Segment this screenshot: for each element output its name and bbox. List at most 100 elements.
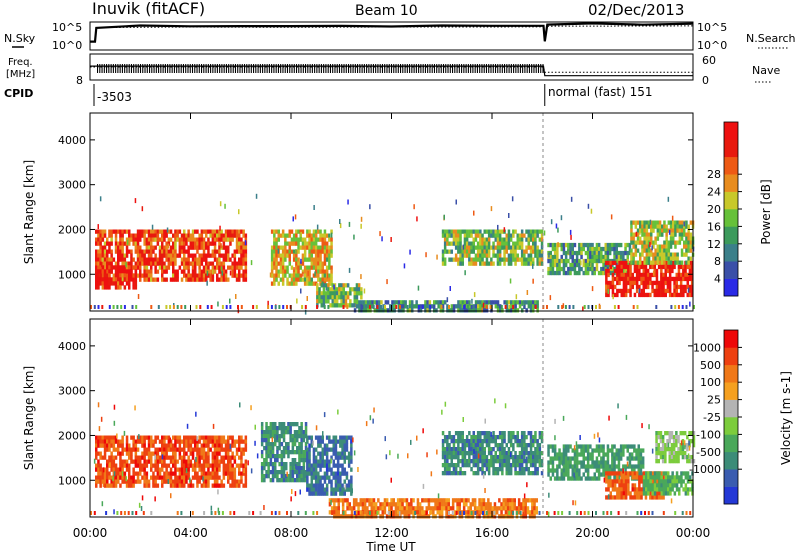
heatmap-cell — [380, 305, 383, 309]
heatmap-cell — [454, 447, 458, 452]
heatmap-cell — [174, 277, 177, 282]
heatmap-cell — [134, 233, 138, 238]
heatmap-cell — [547, 258, 550, 264]
heatmap-cell — [321, 487, 324, 492]
heatmap-cell — [497, 300, 499, 306]
heatmap-cell — [362, 300, 366, 305]
heatmap-cell — [672, 240, 675, 245]
heatmap-cell — [409, 249, 411, 255]
heatmap-cell — [526, 510, 530, 515]
heatmap-cell — [200, 471, 204, 476]
heatmap-cell — [674, 244, 677, 249]
heatmap-cell — [108, 233, 111, 238]
heatmap-cell — [472, 304, 476, 309]
heatmap-cell — [121, 245, 124, 250]
heatmap-cell — [194, 447, 197, 452]
heatmap-cell — [267, 426, 270, 431]
heatmap-cell — [686, 264, 689, 270]
heatmap-cell — [123, 447, 127, 452]
heatmap-cell — [269, 454, 273, 459]
heatmap-cell — [562, 250, 566, 256]
heatmap-cell — [101, 467, 105, 472]
heatmap-cell — [452, 467, 456, 472]
heatmap-cell — [660, 288, 663, 294]
heatmap-cell — [454, 257, 458, 262]
heatmap-cell — [121, 443, 124, 448]
heatmap-cell — [490, 439, 493, 444]
heatmap-cell — [286, 233, 289, 238]
heatmap-cell — [174, 459, 177, 464]
nave-series-line — [90, 66, 693, 73]
heatmap-cell — [130, 269, 133, 274]
heatmap-cell — [341, 451, 344, 456]
heatmap-cell — [635, 276, 639, 282]
heatmap-cell — [285, 426, 288, 431]
heatmap-cell — [504, 498, 508, 503]
heatmap-cell — [667, 248, 671, 253]
heatmap-cell — [238, 269, 241, 274]
heatmap-cell — [218, 233, 221, 238]
heatmap-cell — [240, 229, 243, 234]
heatmap-cell — [688, 292, 692, 298]
nave-ytick-top: 60 — [702, 54, 716, 67]
heatmap-cell — [134, 439, 138, 444]
heatmap-cell — [569, 246, 572, 252]
heatmap-cell — [383, 506, 387, 511]
heatmap-cell — [509, 502, 512, 507]
heatmap-cell — [343, 435, 346, 440]
heatmap-cell — [260, 470, 264, 475]
heatmap-cell — [279, 233, 283, 238]
heatmap-cell — [556, 250, 559, 256]
heatmap-cell — [662, 264, 665, 270]
heatmap-cell — [293, 462, 297, 467]
heatmap-cell — [314, 463, 318, 468]
heatmap-cell — [680, 232, 684, 237]
heatmap-cell — [638, 288, 641, 294]
heatmap-cell — [503, 249, 506, 254]
heatmap-cell — [117, 277, 120, 282]
heatmap-cell — [690, 260, 694, 266]
heatmap-cell — [673, 292, 676, 298]
heatmap-cell — [373, 300, 377, 305]
heatmap-cell — [687, 256, 690, 261]
heatmap-cell — [119, 265, 122, 270]
heatmap-cell — [529, 245, 533, 250]
heatmap-cell — [514, 249, 517, 254]
heatmap-cell — [586, 258, 590, 264]
heatmap-cell — [443, 447, 447, 452]
heatmap-cell — [518, 233, 522, 238]
heatmap-cell — [150, 443, 153, 448]
heatmap-cell — [123, 229, 127, 234]
heatmap-cell — [685, 305, 688, 309]
heatmap-cell — [185, 479, 188, 484]
heatmap-cell — [465, 514, 468, 519]
heatmap-cell — [675, 272, 678, 278]
heatmap-cell — [101, 455, 105, 460]
velocity-cells — [90, 398, 696, 519]
heatmap-cell — [553, 242, 557, 248]
heatmap-cell — [653, 264, 656, 270]
heatmap-cell — [549, 254, 552, 260]
heatmap-cell — [501, 257, 504, 262]
heatmap-cell — [244, 237, 248, 242]
heatmap-cell — [156, 475, 160, 480]
heatmap-cell — [289, 466, 292, 471]
heatmap-cell — [540, 241, 544, 246]
heatmap-cell — [611, 272, 615, 278]
heatmap-cell — [461, 257, 464, 262]
heatmap-cell — [457, 304, 460, 309]
heatmap-cell — [663, 252, 666, 257]
heatmap-cell — [128, 241, 131, 246]
heatmap-cell — [275, 257, 278, 262]
heatmap-cell — [110, 479, 113, 484]
heatmap-cell — [474, 245, 478, 250]
heatmap-cell — [669, 252, 673, 257]
heatmap-cell — [474, 237, 478, 242]
heatmap-cell — [662, 280, 665, 286]
heatmap-cell — [286, 253, 289, 258]
heatmap-cell — [222, 447, 226, 452]
heatmap-cell — [161, 249, 164, 254]
heatmap-cell — [520, 451, 524, 456]
heatmap-cell — [169, 459, 173, 464]
heatmap-cell — [329, 287, 332, 292]
